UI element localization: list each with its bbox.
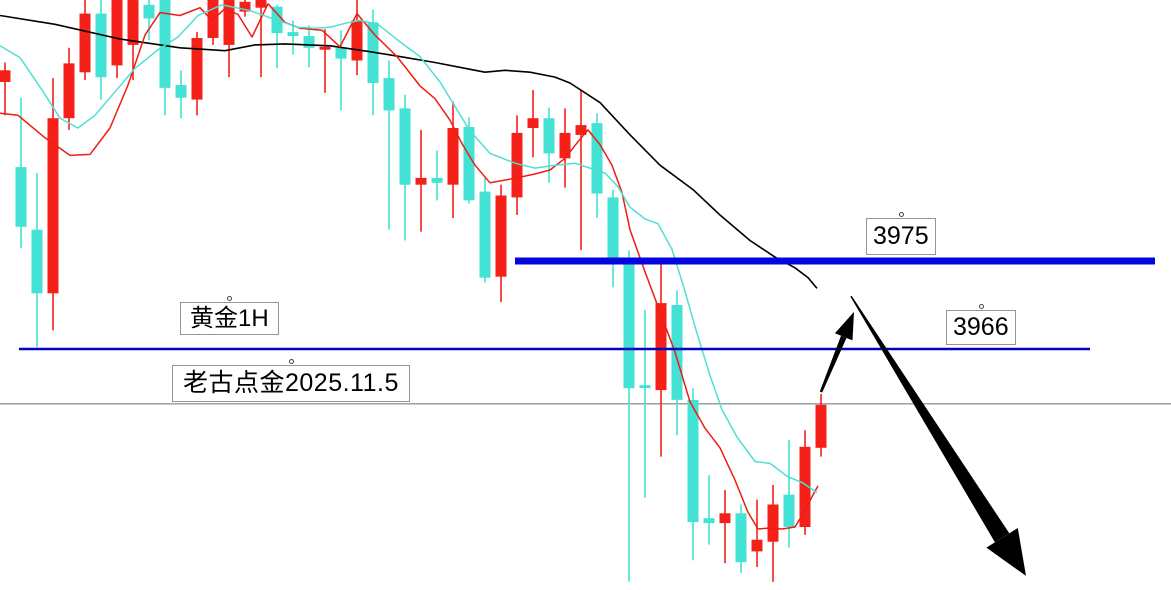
symbol-timeframe-label[interactable]: 黄金1H xyxy=(180,296,279,336)
support-price-label[interactable]: 3966 xyxy=(946,304,1016,345)
down-arrow[interactable] xyxy=(850,295,1026,576)
watermark-label[interactable]: 老古点金2025.11.5 xyxy=(172,359,410,402)
label-anchor-dot xyxy=(227,296,233,301)
ma-mid-line xyxy=(0,3,819,530)
label-anchor-dot xyxy=(288,359,294,364)
support-price-text: 3966 xyxy=(953,313,1009,341)
symbol-timeframe-text: 黄金1H xyxy=(190,305,269,332)
up-arrow[interactable] xyxy=(819,311,854,393)
ma-fast-line xyxy=(0,4,818,494)
label-anchor-dot xyxy=(978,304,984,309)
candles-layer xyxy=(0,0,827,582)
resistance-price-label[interactable]: 3975 xyxy=(866,212,936,255)
ma-slow-line xyxy=(0,14,818,289)
label-anchor-dot xyxy=(898,212,904,217)
watermark-text: 老古点金2025.11.5 xyxy=(183,369,399,397)
resistance-price-text: 3975 xyxy=(873,222,929,250)
